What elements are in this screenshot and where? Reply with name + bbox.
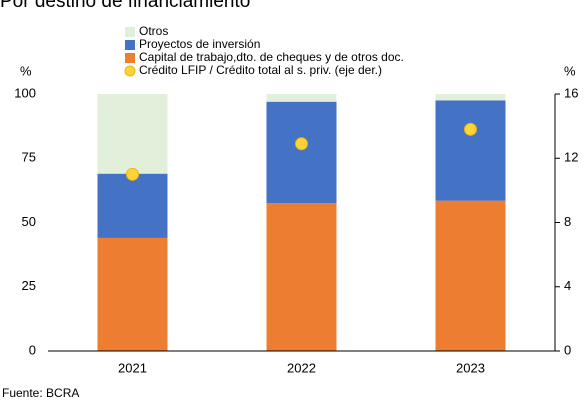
- bar-segment: [266, 94, 337, 102]
- y2-tick-label: 0: [564, 342, 571, 357]
- bar-segment: [97, 94, 168, 174]
- point: [126, 167, 139, 181]
- legend-marker: [125, 53, 135, 63]
- bar-segment: [435, 100, 506, 201]
- y-axis-label: %: [20, 63, 32, 78]
- y2-tick-label: 16: [564, 85, 578, 100]
- bar-segment: [435, 200, 506, 351]
- y2-tick-label: 12: [564, 150, 578, 165]
- source: Fuente: BCRA: [2, 386, 79, 400]
- point: [464, 122, 477, 136]
- legend-marker: [125, 40, 135, 50]
- bar-segment: [266, 203, 337, 351]
- y2-axis-label: %: [564, 63, 576, 78]
- legend-label: Proyectos de inversión: [139, 37, 260, 51]
- chart-title: Por destino de financiamiento: [0, 0, 250, 12]
- legend-label: Crédito LFIP / Crédito total al s. priv.…: [139, 63, 382, 77]
- legend-label: Otros: [139, 24, 168, 38]
- y-tick-label: 75: [22, 150, 36, 165]
- x-tick-label: 2023: [456, 360, 485, 375]
- x-tick-label: 2022: [287, 360, 316, 375]
- y2-tick-label: 8: [564, 214, 571, 229]
- y-tick-label: 25: [22, 278, 36, 293]
- y-tick-label: 0: [29, 342, 36, 357]
- y-tick-label: 50: [22, 214, 36, 229]
- legend-label: Capital de trabajo,dto. de cheques y de …: [139, 50, 404, 64]
- bar-segment: [435, 94, 506, 101]
- point: [295, 137, 308, 151]
- legend-marker: [125, 27, 135, 37]
- y2-tick-label: 4: [564, 278, 571, 293]
- legend-marker: [124, 65, 136, 77]
- bar-segment: [266, 101, 337, 204]
- y-tick-label: 100: [14, 85, 36, 100]
- x-tick-label: 2021: [118, 360, 147, 375]
- bar-segment: [97, 173, 168, 238]
- bar-segment: [97, 237, 168, 351]
